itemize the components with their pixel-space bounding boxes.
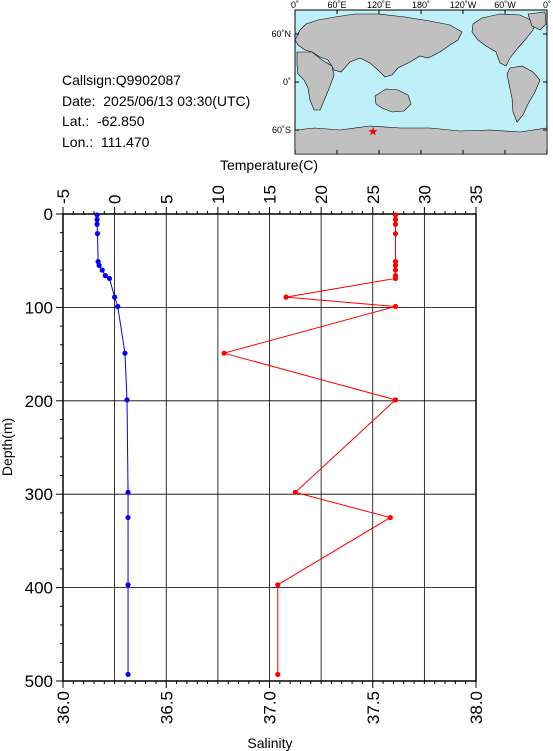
salinity-point <box>125 582 131 588</box>
salinity-point <box>125 489 131 495</box>
map-lon-label: 120˚W <box>450 0 477 10</box>
temperature-point <box>392 217 399 223</box>
depth-tick-label: 100 <box>25 298 53 317</box>
temperature-tick-label: 35 <box>467 185 486 204</box>
temperature-tick-label: 30 <box>415 185 434 204</box>
temperature-point <box>392 231 399 237</box>
salinity-point <box>112 294 118 300</box>
temperature-point <box>392 397 399 403</box>
salinity-point <box>94 212 100 218</box>
location-map: 0˚ 60˚E 120˚E 180˚ 120˚W 60˚W 0˚ 60˚N 0˚ 60˚S ★ <box>271 0 551 155</box>
depth-tick-label: 0 <box>44 205 53 224</box>
salinity-point <box>124 397 130 403</box>
temperature-point <box>292 489 298 495</box>
temperature-tick-label: 5 <box>157 195 176 204</box>
depth-tick-label: 300 <box>25 485 53 504</box>
salinity-point <box>106 275 113 282</box>
salinity-point <box>99 267 105 273</box>
temperature-point <box>392 275 399 282</box>
map-lon-label: 60˚E <box>327 0 346 10</box>
salinity-tick-label: 37.5 <box>364 691 383 724</box>
temperature-point <box>275 671 281 678</box>
map-lat-label: 60˚N <box>271 29 291 39</box>
salinity-point <box>125 671 131 678</box>
callsign-label: Callsign:Q9902087 <box>62 72 182 88</box>
longitude-label: Lon.: 111.470 <box>62 133 150 150</box>
land-africa <box>296 51 335 111</box>
salinity-point <box>94 217 100 223</box>
map-labels: 0˚ 60˚E 120˚E 180˚ 120˚W 60˚W 0˚ 60˚N 0˚ 60˚S <box>271 0 551 135</box>
salinity-point <box>96 262 102 268</box>
salinity-tick-label: 36.0 <box>54 691 73 724</box>
y-axis-label: Depth(m) <box>0 418 15 476</box>
float-location-marker: ★ <box>368 124 379 138</box>
salinity-point <box>122 350 128 356</box>
temperature-tick-label: -5 <box>54 189 73 204</box>
map-lon-label: 0˚ <box>543 0 551 10</box>
temperature-point <box>392 303 399 310</box>
temperature-point <box>275 582 281 588</box>
latitude-label: Lat.: -62.850 <box>62 113 145 129</box>
map-lon-label: 120˚E <box>367 0 391 10</box>
depth-tick-label: 400 <box>25 579 53 598</box>
salinity-point <box>102 273 108 279</box>
land-eurasia <box>294 13 463 78</box>
temperature-point <box>392 262 399 268</box>
map-land <box>294 11 548 155</box>
temperature-point <box>392 212 399 218</box>
salinity-tick-label: 37.0 <box>261 691 280 724</box>
temperature-point <box>283 294 289 300</box>
temperature-point <box>392 221 399 227</box>
temperature-tick-label: 10 <box>209 185 228 204</box>
temperature-point <box>387 514 393 521</box>
temperature-point <box>221 350 227 356</box>
land-australia <box>374 88 412 113</box>
temperature-point <box>392 267 399 273</box>
salinity-tick-label: 36.5 <box>157 691 176 724</box>
plot-frame <box>62 213 477 682</box>
temperature-point <box>392 259 399 265</box>
temperature-tick-label: 15 <box>261 185 280 204</box>
map-lat-label: 0˚ <box>283 77 291 87</box>
depth-tick-label: 200 <box>25 392 53 411</box>
series-layer <box>94 212 399 678</box>
salinity-point <box>94 221 100 227</box>
map-frame <box>294 10 548 154</box>
land-south-america <box>506 65 541 123</box>
salinity-point <box>94 231 101 237</box>
bottom-axis-label: Salinity <box>247 735 292 751</box>
land-greenland <box>527 11 547 31</box>
map-lon-label: 180˚ <box>412 0 430 10</box>
salinity-point <box>125 514 131 521</box>
salinity-point <box>115 303 121 310</box>
map-lon-label: 60˚W <box>494 0 516 10</box>
salinity-tick-label: 38.0 <box>467 691 486 724</box>
land-north-america <box>471 13 536 67</box>
map-lat-label: 60˚S <box>272 125 291 135</box>
temperature-tick-label: 0 <box>106 195 125 204</box>
top-axis-label: Temperature(C) <box>220 157 318 173</box>
date-label: Date: 2025/06/13 03:30(UTC) <box>62 92 251 109</box>
station-info: Callsign:Q9902087 Date: 2025/06/13 03:30… <box>62 70 250 152</box>
depth-tick-label: 500 <box>25 672 53 691</box>
temperature-tick-label: 25 <box>364 185 383 204</box>
map-lon-label: 0˚ <box>291 0 299 10</box>
temperature-tick-label: 20 <box>312 185 331 204</box>
